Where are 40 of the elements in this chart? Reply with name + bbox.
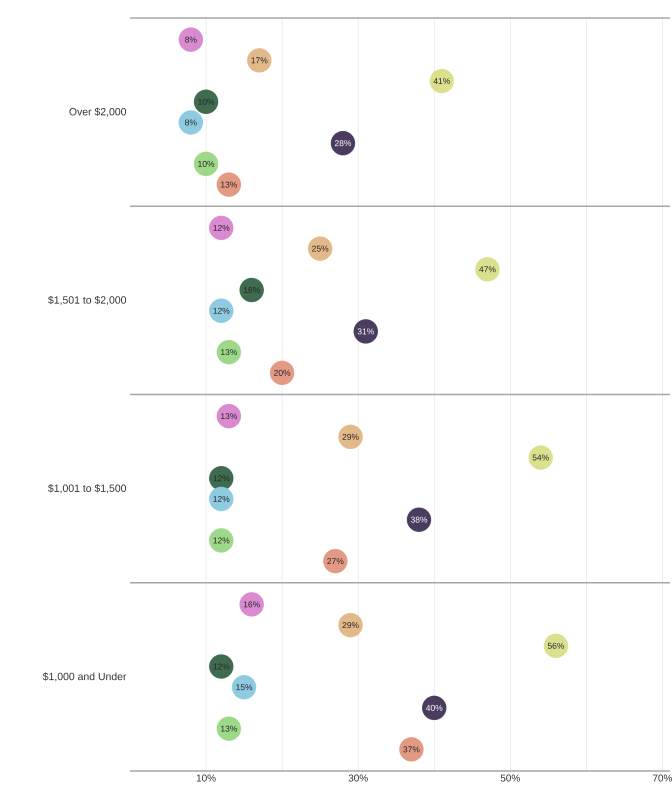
data-label: 54% xyxy=(532,454,549,461)
data-label: 28% xyxy=(334,140,352,146)
y-tick-label: $1,000 and Under xyxy=(42,672,126,682)
data-label: 13% xyxy=(221,726,238,732)
data-label: 47% xyxy=(479,266,496,272)
data-label: 31% xyxy=(358,328,374,334)
x-tick-label: 30% xyxy=(348,774,368,782)
y-tick-label: $1,001 to $1,500 xyxy=(48,484,126,494)
data-label: 29% xyxy=(342,622,359,628)
data-label: 12% xyxy=(213,496,230,502)
data-label: 12% xyxy=(213,224,230,231)
data-label: 13% xyxy=(221,349,238,356)
y-tick-label: Over $2,000 xyxy=(69,108,126,117)
data-label: 25% xyxy=(312,246,328,252)
data-label: 40% xyxy=(426,704,442,711)
data-label: 29% xyxy=(342,434,359,440)
data-label: 12% xyxy=(213,537,230,544)
data-label: 41% xyxy=(434,78,450,84)
data-label: 10% xyxy=(198,98,214,105)
data-label: 16% xyxy=(244,601,260,608)
data-label: 12% xyxy=(213,308,230,314)
data-label: 37% xyxy=(403,746,420,752)
data-label: 13% xyxy=(221,182,238,188)
data-label: 12% xyxy=(213,475,230,482)
data-label: 15% xyxy=(236,684,252,690)
data-label: 10% xyxy=(198,160,214,167)
data-label: 12% xyxy=(213,664,230,670)
data-label: 56% xyxy=(548,642,564,649)
data-label: 38% xyxy=(410,516,428,523)
x-tick-label: 10% xyxy=(196,774,216,782)
data-label: 16% xyxy=(244,287,260,294)
data-label: 17% xyxy=(251,57,268,64)
data-label: 8% xyxy=(185,119,197,126)
data-label: 20% xyxy=(274,370,290,376)
data-label: 27% xyxy=(327,558,344,564)
data-label: 13% xyxy=(221,413,238,420)
x-tick-label: 50% xyxy=(500,774,520,782)
x-tick-label: 70% xyxy=(652,774,672,782)
data-label: 8% xyxy=(185,36,197,43)
y-tick-label: $1,501 to $2,000 xyxy=(48,296,126,305)
